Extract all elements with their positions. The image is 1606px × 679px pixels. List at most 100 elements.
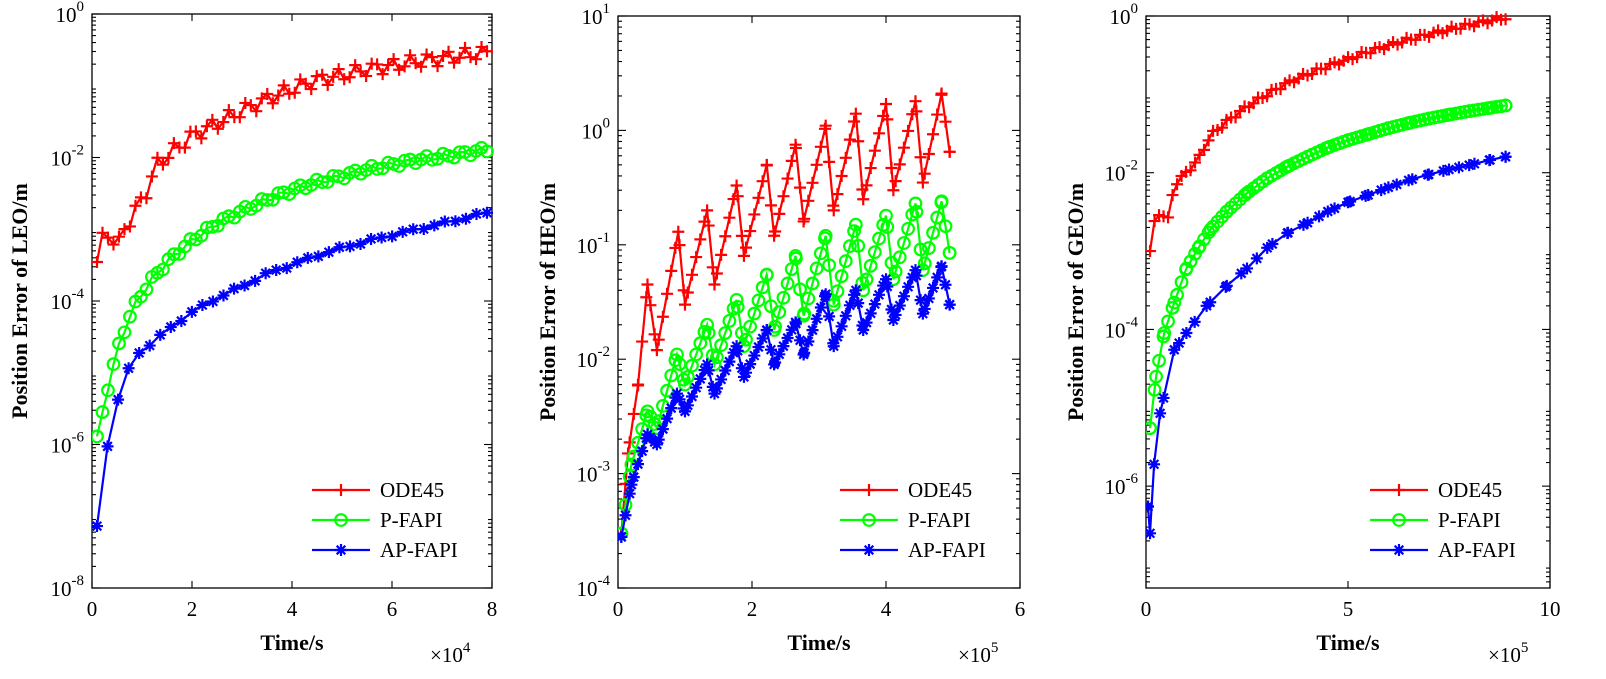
data-point-marker bbox=[897, 236, 911, 250]
data-point-marker bbox=[239, 96, 252, 109]
data-point-marker bbox=[843, 239, 857, 254]
data-point-marker bbox=[627, 407, 640, 420]
x-axis-label: Time/s bbox=[787, 630, 851, 655]
chart-panel-3: 0 5 10 10-6 10-4 10-2 100 Time/s Position Error … bbox=[1063, 1, 1560, 667]
data-point-marker bbox=[1203, 222, 1218, 237]
data-point-marker bbox=[1171, 178, 1184, 191]
data-point-marker bbox=[1216, 121, 1229, 134]
x-tick-label: 10 bbox=[1540, 597, 1561, 621]
data-point-marker bbox=[901, 221, 915, 236]
series-ap-fapi bbox=[92, 206, 493, 533]
data-point-marker bbox=[365, 232, 378, 245]
data-point-marker bbox=[428, 219, 441, 232]
data-point-marker bbox=[371, 58, 384, 71]
data-point-marker bbox=[354, 237, 367, 250]
data-point-marker bbox=[731, 190, 744, 203]
data-point-marker bbox=[756, 332, 769, 345]
data-point-marker bbox=[943, 298, 956, 311]
data-point-marker bbox=[652, 333, 665, 346]
data-point-marker bbox=[206, 113, 219, 126]
data-point-marker bbox=[913, 242, 928, 257]
x-tick-label: 0 bbox=[1141, 597, 1152, 621]
data-point-marker bbox=[1328, 202, 1341, 215]
data-point-marker bbox=[217, 289, 230, 302]
data-point-marker bbox=[752, 340, 765, 353]
data-point-marker bbox=[760, 324, 773, 337]
data-point-marker bbox=[185, 305, 198, 318]
data-point-marker bbox=[694, 233, 707, 246]
data-point-marker bbox=[1147, 382, 1162, 397]
data-point-marker bbox=[301, 251, 314, 264]
data-point-marker bbox=[751, 293, 766, 308]
data-point-marker bbox=[321, 78, 334, 91]
data-point-marker bbox=[112, 230, 125, 243]
data-point-marker bbox=[480, 144, 494, 159]
data-point-marker bbox=[810, 158, 823, 171]
y-axis-label: Position Error of GEO/m bbox=[1063, 183, 1088, 421]
data-point-marker bbox=[722, 313, 737, 328]
data-point-marker bbox=[1168, 343, 1181, 356]
y-tick-label: 10-4 bbox=[51, 286, 85, 314]
data-point-marker bbox=[827, 340, 840, 353]
data-point-marker bbox=[943, 145, 956, 158]
x-multiplier: ×104 bbox=[430, 640, 471, 667]
data-point-marker bbox=[793, 282, 807, 297]
data-point-marker bbox=[640, 291, 653, 304]
y-tick-label: 100 bbox=[582, 115, 611, 143]
data-point-marker bbox=[426, 51, 439, 64]
data-point-marker bbox=[810, 312, 823, 325]
data-point-marker bbox=[772, 305, 787, 320]
data-point-marker bbox=[1184, 164, 1197, 177]
data-point-marker bbox=[773, 207, 786, 220]
data-point-marker bbox=[752, 191, 765, 204]
data-point-marker bbox=[887, 314, 900, 327]
data-point-marker bbox=[673, 393, 686, 406]
data-point-marker bbox=[939, 278, 952, 291]
legend-label-ode45: ODE45 bbox=[380, 478, 444, 502]
legend-label-p-fapi: P-FAPI bbox=[380, 508, 443, 532]
data-point-marker bbox=[764, 199, 777, 212]
data-point-marker bbox=[425, 152, 439, 167]
data-point-marker bbox=[661, 412, 674, 425]
data-point-marker bbox=[417, 223, 430, 236]
data-point-marker bbox=[902, 280, 915, 293]
data-point-marker bbox=[868, 144, 881, 157]
data-point-marker bbox=[780, 276, 795, 291]
data-point-marker bbox=[280, 262, 293, 275]
data-point-marker bbox=[92, 255, 103, 268]
legend-label-ap-fapi: AP-FAPI bbox=[1438, 538, 1516, 562]
data-point-marker bbox=[228, 282, 241, 295]
data-point-marker bbox=[881, 113, 894, 126]
data-point-marker bbox=[902, 124, 915, 137]
legend-label-ap-fapi: AP-FAPI bbox=[908, 538, 986, 562]
data-point-marker bbox=[106, 357, 121, 372]
data-point-marker bbox=[743, 319, 758, 334]
y-tick-label: 10-2 bbox=[1105, 158, 1139, 186]
data-point-marker bbox=[897, 290, 910, 303]
data-point-marker bbox=[857, 323, 870, 336]
data-point-marker bbox=[652, 433, 665, 446]
data-point-marker bbox=[481, 45, 493, 58]
legend-marker bbox=[862, 513, 876, 527]
data-point-marker bbox=[715, 373, 728, 386]
data-point-marker bbox=[690, 381, 703, 394]
data-point-marker bbox=[706, 261, 719, 274]
data-point-marker bbox=[864, 307, 877, 320]
data-point-marker bbox=[681, 286, 694, 299]
data-point-marker bbox=[806, 176, 819, 189]
data-point-marker bbox=[681, 399, 694, 412]
data-point-marker bbox=[322, 246, 335, 259]
data-point-marker bbox=[305, 83, 318, 96]
data-point-marker bbox=[396, 225, 409, 238]
data-point-marker bbox=[386, 230, 399, 243]
data-point-marker bbox=[857, 193, 870, 206]
data-point-marker bbox=[777, 190, 790, 203]
legend-label-p-fapi: P-FAPI bbox=[908, 508, 971, 532]
data-point-marker bbox=[327, 70, 340, 83]
data-point-marker bbox=[1261, 241, 1274, 254]
data-point-marker bbox=[730, 340, 743, 353]
data-point-marker bbox=[272, 89, 285, 102]
data-point-marker bbox=[723, 355, 736, 368]
data-point-marker bbox=[404, 49, 417, 62]
data-point-marker bbox=[164, 320, 177, 333]
